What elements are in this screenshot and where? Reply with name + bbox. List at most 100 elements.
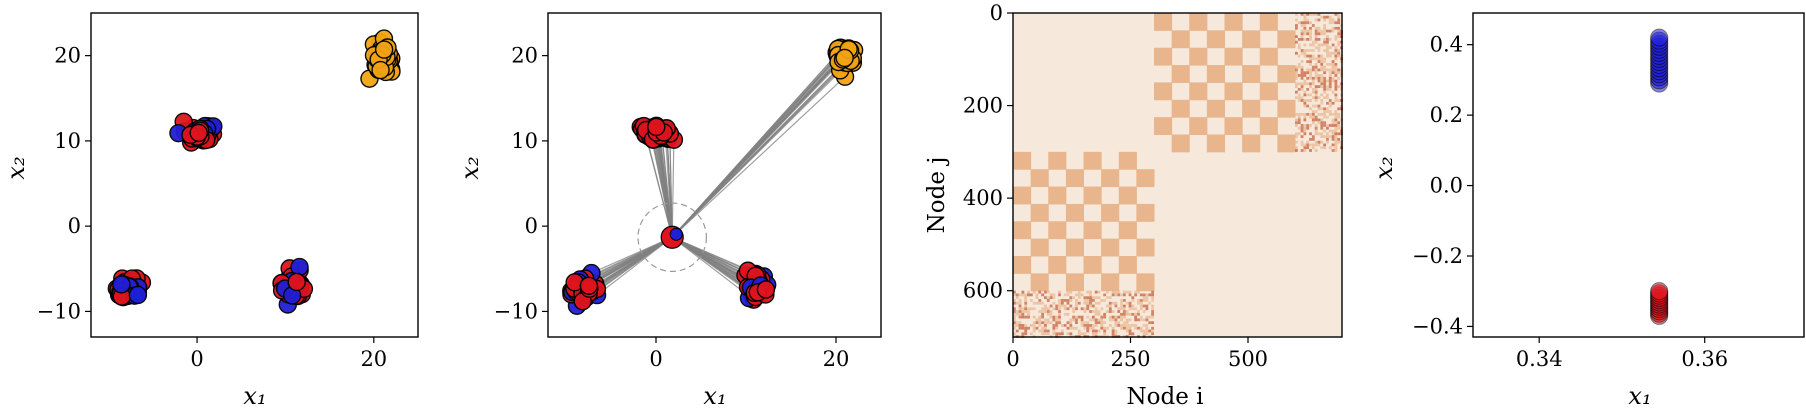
heatmap-noise-cell — [1334, 118, 1338, 122]
heatmap-noise-cell — [1125, 321, 1129, 325]
heatmap-noise-cell — [1300, 82, 1304, 86]
heatmap-noise-cell — [1337, 115, 1341, 119]
heatmap-noise-cell — [1018, 324, 1022, 327]
heatmap-noise-cell — [1120, 299, 1123, 302]
heatmap-noise-cell — [1117, 310, 1121, 313]
heatmap-noise-cell — [1131, 304, 1135, 308]
heatmap-noise-cell — [1303, 149, 1307, 152]
heatmap-noise-cell — [1151, 290, 1154, 294]
heatmap-noise-cell — [1334, 68, 1338, 72]
heatmap-noise-cell — [1044, 307, 1047, 311]
heatmap-noise-cell — [1306, 71, 1310, 75]
heatmap-noise-cell — [1326, 15, 1329, 19]
heatmap-noise-cell — [1295, 65, 1298, 69]
heatmap-noise-cell — [1300, 68, 1304, 72]
heatmap-noise-cell — [1058, 304, 1061, 308]
heatmap-noise-cell — [1049, 293, 1053, 297]
heatmap-noise-cell — [1309, 62, 1312, 66]
heatmap-noise-cell — [1094, 332, 1098, 336]
heatmap-noise-cell — [1300, 126, 1304, 130]
heatmap-noise-cell — [1306, 21, 1310, 25]
heatmap-noise-cell — [1125, 290, 1129, 294]
heatmap-noise-cell — [1027, 326, 1030, 330]
heatmap-noise-cell — [1326, 137, 1329, 141]
heatmap-noise-cell — [1306, 87, 1310, 91]
heatmap-noise-cell — [1108, 310, 1112, 313]
heatmap-noise-cell — [1314, 37, 1318, 41]
heatmap-noise-cell — [1145, 299, 1149, 302]
heatmap-noise-cell — [1122, 304, 1126, 308]
heatmap-noise-cell — [1317, 143, 1321, 147]
heatmap-noise-cell — [1128, 326, 1132, 330]
heatmap-noise-cell — [1314, 99, 1318, 102]
heatmap-noise-cell — [1075, 304, 1078, 308]
heatmap-noise-cell — [1117, 290, 1121, 294]
heatmap-noise-cell — [1314, 115, 1318, 119]
heatmap-noise-cell — [1328, 99, 1332, 102]
heatmap-noise-cell — [1120, 307, 1123, 311]
heatmap-noise-cell — [1060, 304, 1064, 308]
heatmap-noise-cell — [1320, 126, 1324, 130]
heatmap-noise-cell — [1326, 93, 1329, 97]
heatmap-noise-cell — [1331, 135, 1335, 138]
heatmap-noise-cell — [1300, 87, 1304, 91]
heatmap-noise-cell — [1055, 321, 1059, 325]
heatmap-noise-cell — [1334, 85, 1338, 88]
heatmap-noise-cell — [1331, 18, 1335, 22]
heatmap-noise-cell — [1314, 29, 1318, 33]
heatmap-noise-cell — [1317, 54, 1321, 58]
heatmap-noise-cell — [1086, 321, 1090, 325]
heatmap-noise-cell — [1331, 76, 1335, 80]
heatmap-noise-cell — [1337, 124, 1341, 127]
heatmap-noise-cell — [1314, 74, 1318, 77]
heatmap-noise-cell — [1303, 93, 1307, 97]
heatmap-noise-cell — [1080, 307, 1084, 311]
heatmap-noise-cell — [1024, 315, 1028, 319]
heatmap-noise-cell — [1106, 326, 1109, 330]
heatmap-noise-cell — [1314, 26, 1318, 30]
heatmap-noise-cell — [1052, 326, 1056, 330]
heatmap-noise-cell — [1032, 321, 1036, 325]
heatmap-noise-cell — [1320, 32, 1324, 36]
heatmap-noise-cell — [1046, 332, 1050, 336]
heatmap-noise-cell — [1151, 307, 1154, 311]
heatmap-noise-cell — [1145, 315, 1149, 319]
heatmap-noise-cell — [1018, 293, 1022, 297]
heatmap-noise-cell — [1297, 65, 1301, 69]
heatmap-noise-cell — [1122, 299, 1126, 302]
heatmap-cell — [1013, 221, 1032, 240]
heatmap-noise-cell — [1013, 324, 1016, 327]
heatmap-noise-cell — [1049, 321, 1053, 325]
heatmap-noise-cell — [1142, 304, 1146, 308]
heatmap-noise-cell — [1300, 24, 1304, 27]
heatmap-noise-cell — [1094, 290, 1098, 294]
heatmap-noise-cell — [1091, 310, 1095, 313]
heatmap-noise-cell — [1137, 299, 1140, 302]
heatmap-noise-cell — [1117, 293, 1121, 297]
heatmap-noise-cell — [1300, 29, 1304, 33]
heatmap-cell — [1277, 99, 1296, 118]
heatmap-cell — [1118, 221, 1137, 240]
heatmap-noise-cell — [1044, 318, 1047, 322]
heatmap-noise-cell — [1035, 293, 1039, 297]
heatmap-noise-cell — [1018, 315, 1022, 319]
heatmap-noise-cell — [1131, 324, 1135, 327]
heatmap-noise-cell — [1072, 315, 1076, 319]
heatmap-noise-cell — [1015, 312, 1019, 316]
heatmap-noise-cell — [1027, 290, 1030, 294]
heatmap-noise-cell — [1052, 293, 1056, 297]
heatmap-cell — [1013, 186, 1032, 205]
heatmap-cell — [1206, 134, 1225, 153]
heatmap-noise-cell — [1055, 318, 1059, 322]
heatmap-noise-cell — [1032, 326, 1036, 330]
heatmap-noise-cell — [1334, 79, 1338, 83]
heatmap-noise-cell — [1314, 35, 1318, 38]
heatmap-noise-cell — [1303, 90, 1307, 94]
heatmap-noise-cell — [1131, 307, 1135, 311]
heatmap-noise-cell — [1114, 329, 1118, 333]
heatmap-noise-cell — [1029, 307, 1033, 311]
heatmap-noise-cell — [1058, 301, 1061, 305]
heatmap-noise-cell — [1052, 301, 1056, 305]
heatmap-noise-cell — [1309, 132, 1312, 136]
y-tick-label: 10 — [54, 129, 81, 153]
